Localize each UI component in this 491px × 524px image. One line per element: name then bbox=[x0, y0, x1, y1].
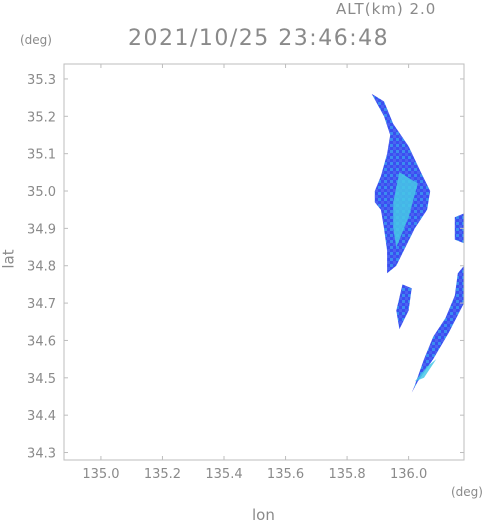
x-axis-label: lon bbox=[252, 506, 275, 524]
x-tick-label: 135.4 bbox=[205, 467, 242, 482]
y-tick-label: 34.7 bbox=[27, 297, 56, 312]
echo-core-1 bbox=[393, 172, 418, 248]
echo-layer bbox=[371, 93, 464, 393]
y-tick-label: 34.4 bbox=[27, 409, 56, 424]
y-tick-label: 35.3 bbox=[27, 73, 56, 88]
y-tick-label: 34.9 bbox=[27, 222, 56, 237]
echo-core-4 bbox=[414, 359, 437, 382]
x-unit-label: (deg) bbox=[451, 485, 483, 499]
echo-region-4 bbox=[411, 265, 464, 393]
x-tick-label: 135.2 bbox=[144, 467, 181, 482]
y-tick-label: 34.6 bbox=[27, 334, 56, 349]
echo-region-3 bbox=[396, 284, 412, 330]
x-tick-label: 135.6 bbox=[267, 467, 304, 482]
timestamp-title: 2021/10/25 23:46:48 bbox=[128, 26, 390, 51]
x-tick-label: 136.0 bbox=[390, 467, 427, 482]
y-unit-label: (deg) bbox=[20, 33, 52, 47]
y-tick-label: 35.0 bbox=[27, 185, 56, 200]
x-tick-label: 135.8 bbox=[328, 467, 365, 482]
y-tick-label: 34.8 bbox=[27, 260, 56, 275]
x-tick-label: 135.0 bbox=[82, 467, 119, 482]
echo-region-2 bbox=[454, 213, 464, 244]
y-tick-label: 34.5 bbox=[27, 372, 56, 387]
y-tick-label: 34.3 bbox=[27, 447, 56, 462]
y-tick-label: 35.2 bbox=[27, 110, 56, 125]
plot-frame bbox=[63, 63, 465, 461]
y-tick-label: 35.1 bbox=[27, 148, 56, 163]
altitude-label: ALT(km) 2.0 bbox=[336, 0, 437, 18]
